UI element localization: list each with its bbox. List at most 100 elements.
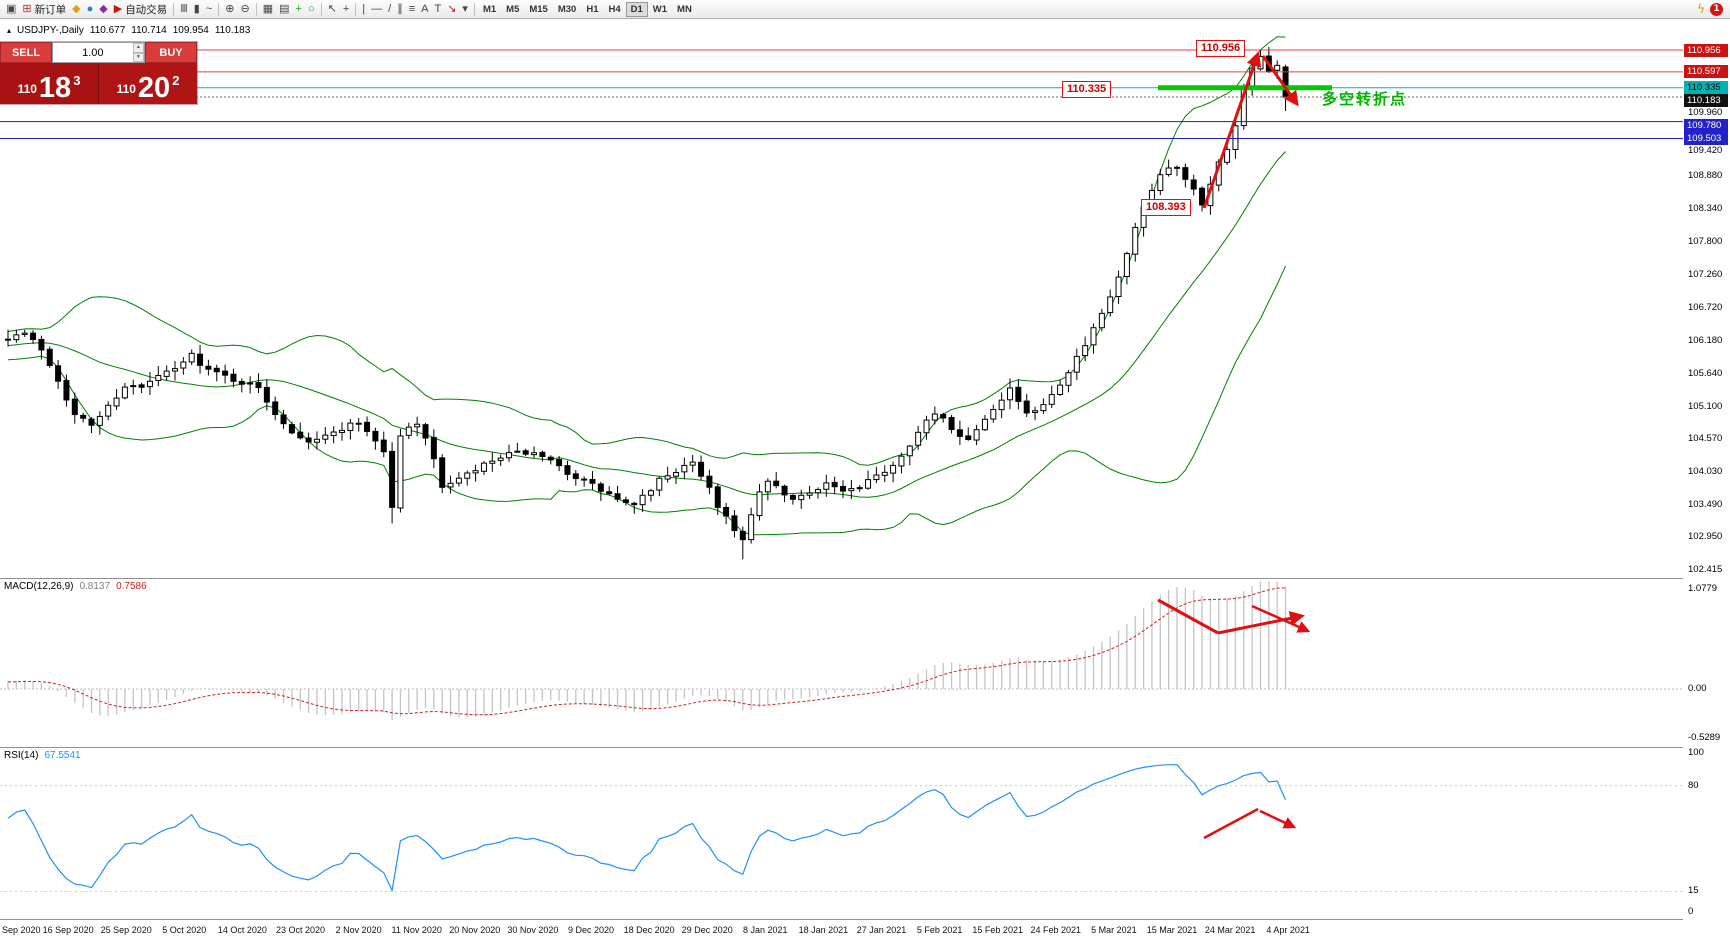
add-indicator-icon[interactable]: +: [293, 1, 305, 17]
bollinger-middle: [7, 151, 1286, 498]
macd-annotation-arrow: [1217, 611, 1305, 635]
price-axis-label: 105.640: [1688, 367, 1723, 379]
vertical-line-icon-glyph: |: [362, 2, 366, 15]
price-axis[interactable]: 1.0779 0.00 -0.5289 100 80 15 0 110.956 1…: [1683, 19, 1730, 946]
fibonacci-icon[interactable]: ≡: [406, 1, 418, 17]
chart-window-icon[interactable]: ▣: [3, 1, 19, 17]
price-axis-label: 106.180: [1688, 334, 1723, 346]
timeframe-M30-button[interactable]: M30: [553, 2, 581, 17]
text-icon-glyph: A: [421, 2, 429, 15]
date-label: 16 Sep 2020: [42, 925, 94, 935]
rsi-scale-100: 100: [1688, 747, 1704, 758]
lightning-icon[interactable]: ϟ: [1697, 2, 1705, 16]
zoom-out-icon[interactable]: ⊖: [238, 1, 253, 17]
macd-panel: [0, 581, 1683, 721]
horizontal-line-icon-glyph: ―: [371, 2, 383, 15]
tile-windows-icon[interactable]: ▦: [260, 1, 276, 17]
cascade-windows-icon[interactable]: ▤: [276, 1, 292, 17]
zoom-in-icon-glyph: ⊕: [225, 2, 235, 15]
volume-down-button[interactable]: ▼: [132, 52, 144, 62]
fibonacci-icon-glyph: ≡: [408, 2, 416, 15]
channel-icon[interactable]: ∥: [394, 1, 406, 17]
add-indicator-icon-glyph: +: [295, 2, 302, 15]
text-label-icon[interactable]: T: [431, 1, 444, 17]
buy-button[interactable]: BUY: [145, 42, 197, 63]
arrows-tool-icon[interactable]: ↘: [444, 1, 459, 17]
timeframe-H4-button[interactable]: H4: [603, 2, 625, 17]
date-label: 20 Nov 2020: [449, 925, 501, 935]
price-axis-label: 110.956: [1684, 43, 1728, 57]
sell-price[interactable]: 110 18 3: [0, 63, 99, 104]
signals-icon[interactable]: ◆: [96, 1, 110, 17]
volume-input[interactable]: [53, 43, 133, 62]
timeframe-M15-button[interactable]: M15: [524, 2, 552, 17]
notification-badge[interactable]: 1: [1710, 2, 1723, 16]
arrows-dropdown-icon[interactable]: ▾: [459, 1, 471, 17]
trend-arrow: [1202, 51, 1262, 209]
sell-button[interactable]: SELL: [0, 42, 52, 63]
autotrading-button-glyph: ▶: [113, 2, 123, 15]
chart-window-icon-glyph: ▣: [6, 2, 17, 15]
date-label: 14 Oct 2020: [217, 925, 267, 935]
date-label: 15 Mar 2021: [1146, 925, 1198, 935]
macd-panel-label: MACD(12,26,9) 0.8137 0.7586: [4, 581, 147, 592]
buy-price-big: 20: [137, 72, 171, 105]
symbol-period-label: USDJPY-,Daily: [17, 25, 84, 36]
toolbar-separator: [173, 2, 175, 16]
date-label: Sep 2020: [2, 925, 41, 935]
price-axis-label: 109.420: [1688, 145, 1723, 157]
date-label: 25 Sep 2020: [100, 925, 152, 935]
timeframe-MN-button[interactable]: MN: [672, 2, 697, 17]
period-icon[interactable]: ○: [305, 1, 318, 17]
signals-icon-glyph: ◆: [99, 2, 108, 15]
price-axis-label: 110.183: [1684, 94, 1728, 108]
toolbar-separator: [355, 2, 357, 16]
timeframe-H1-button[interactable]: H1: [581, 2, 603, 17]
new-order-button[interactable]: ⊞ 新订单: [19, 1, 69, 17]
rsi-scale-80: 80: [1688, 780, 1699, 791]
trend-arrow: [1261, 55, 1299, 107]
crosshair-icon[interactable]: +: [340, 1, 352, 17]
date-label: 4 Apr 2021: [1266, 925, 1310, 935]
zoom-out-icon-glyph: ⊖: [240, 2, 250, 15]
line-chart-icon-glyph: ~: [205, 2, 213, 15]
timeframe-W1-button[interactable]: W1: [648, 2, 672, 17]
date-axis[interactable]: Sep 2020 16 Sep 2020 25 Sep 2020 5 Oct 2020…: [0, 919, 1730, 946]
main-panel: [0, 36, 1683, 560]
bar-chart-icon[interactable]: Ⅲ: [177, 1, 191, 17]
text-icon[interactable]: A: [418, 1, 431, 17]
annotation-price-box: 108.393: [1141, 199, 1191, 216]
trendline-icon-glyph: /: [388, 2, 392, 15]
autotrading-button[interactable]: ▶ 自动交易: [111, 1, 170, 17]
line-chart-icon[interactable]: ~: [203, 1, 215, 17]
turning-point-label: 多空转折点: [1322, 91, 1408, 108]
buy-price[interactable]: 110 20 2: [99, 63, 197, 104]
buy-price-sup: 2: [172, 73, 180, 88]
price-axis-label: 108.880: [1688, 170, 1723, 182]
timeframe-D1-button[interactable]: D1: [625, 1, 648, 17]
channel-icon-glyph: ∥: [397, 2, 403, 15]
price-axis-label: 103.490: [1688, 498, 1723, 510]
macd-annotation-arrow: [1251, 604, 1311, 633]
price-axis-label: 109.960: [1688, 107, 1723, 119]
trendline-icon[interactable]: /: [385, 1, 394, 17]
volume-up-button[interactable]: ▲: [132, 43, 144, 53]
mql5-market-icon[interactable]: ◆: [69, 1, 83, 17]
macd-name: MACD(12,26,9): [4, 581, 74, 592]
horizontal-line-icon[interactable]: ―: [368, 1, 385, 17]
candle-chart-icon-glyph: ▮: [193, 2, 200, 15]
zoom-in-icon[interactable]: ⊕: [222, 1, 237, 17]
rsi-scale-15: 15: [1688, 885, 1699, 896]
community-icon[interactable]: ●: [84, 1, 97, 17]
macd-scale-min: -0.5289: [1688, 732, 1721, 743]
candle-chart-icon[interactable]: ▮: [191, 1, 203, 17]
toolbar-items: ▣ ⊞ 新订单 ◆ ● ◆ ▶ 自动交易 Ⅲ ▮ ~ ⊕ ⊖ ▦ ▤ + ○ ↖ + | ― / ∥ ≡ A T ↘ ▾ M1 M5 M15…: [3, 0, 697, 18]
vertical-line-icon[interactable]: |: [359, 1, 368, 17]
collapse-icon[interactable]: ▴: [7, 26, 12, 35]
buy-price-prefix: 110: [116, 82, 136, 96]
timeframe-M5-button[interactable]: M5: [501, 2, 524, 17]
cursor-icon[interactable]: ↖: [325, 1, 340, 17]
timeframe-M1-button[interactable]: M1: [478, 2, 501, 17]
